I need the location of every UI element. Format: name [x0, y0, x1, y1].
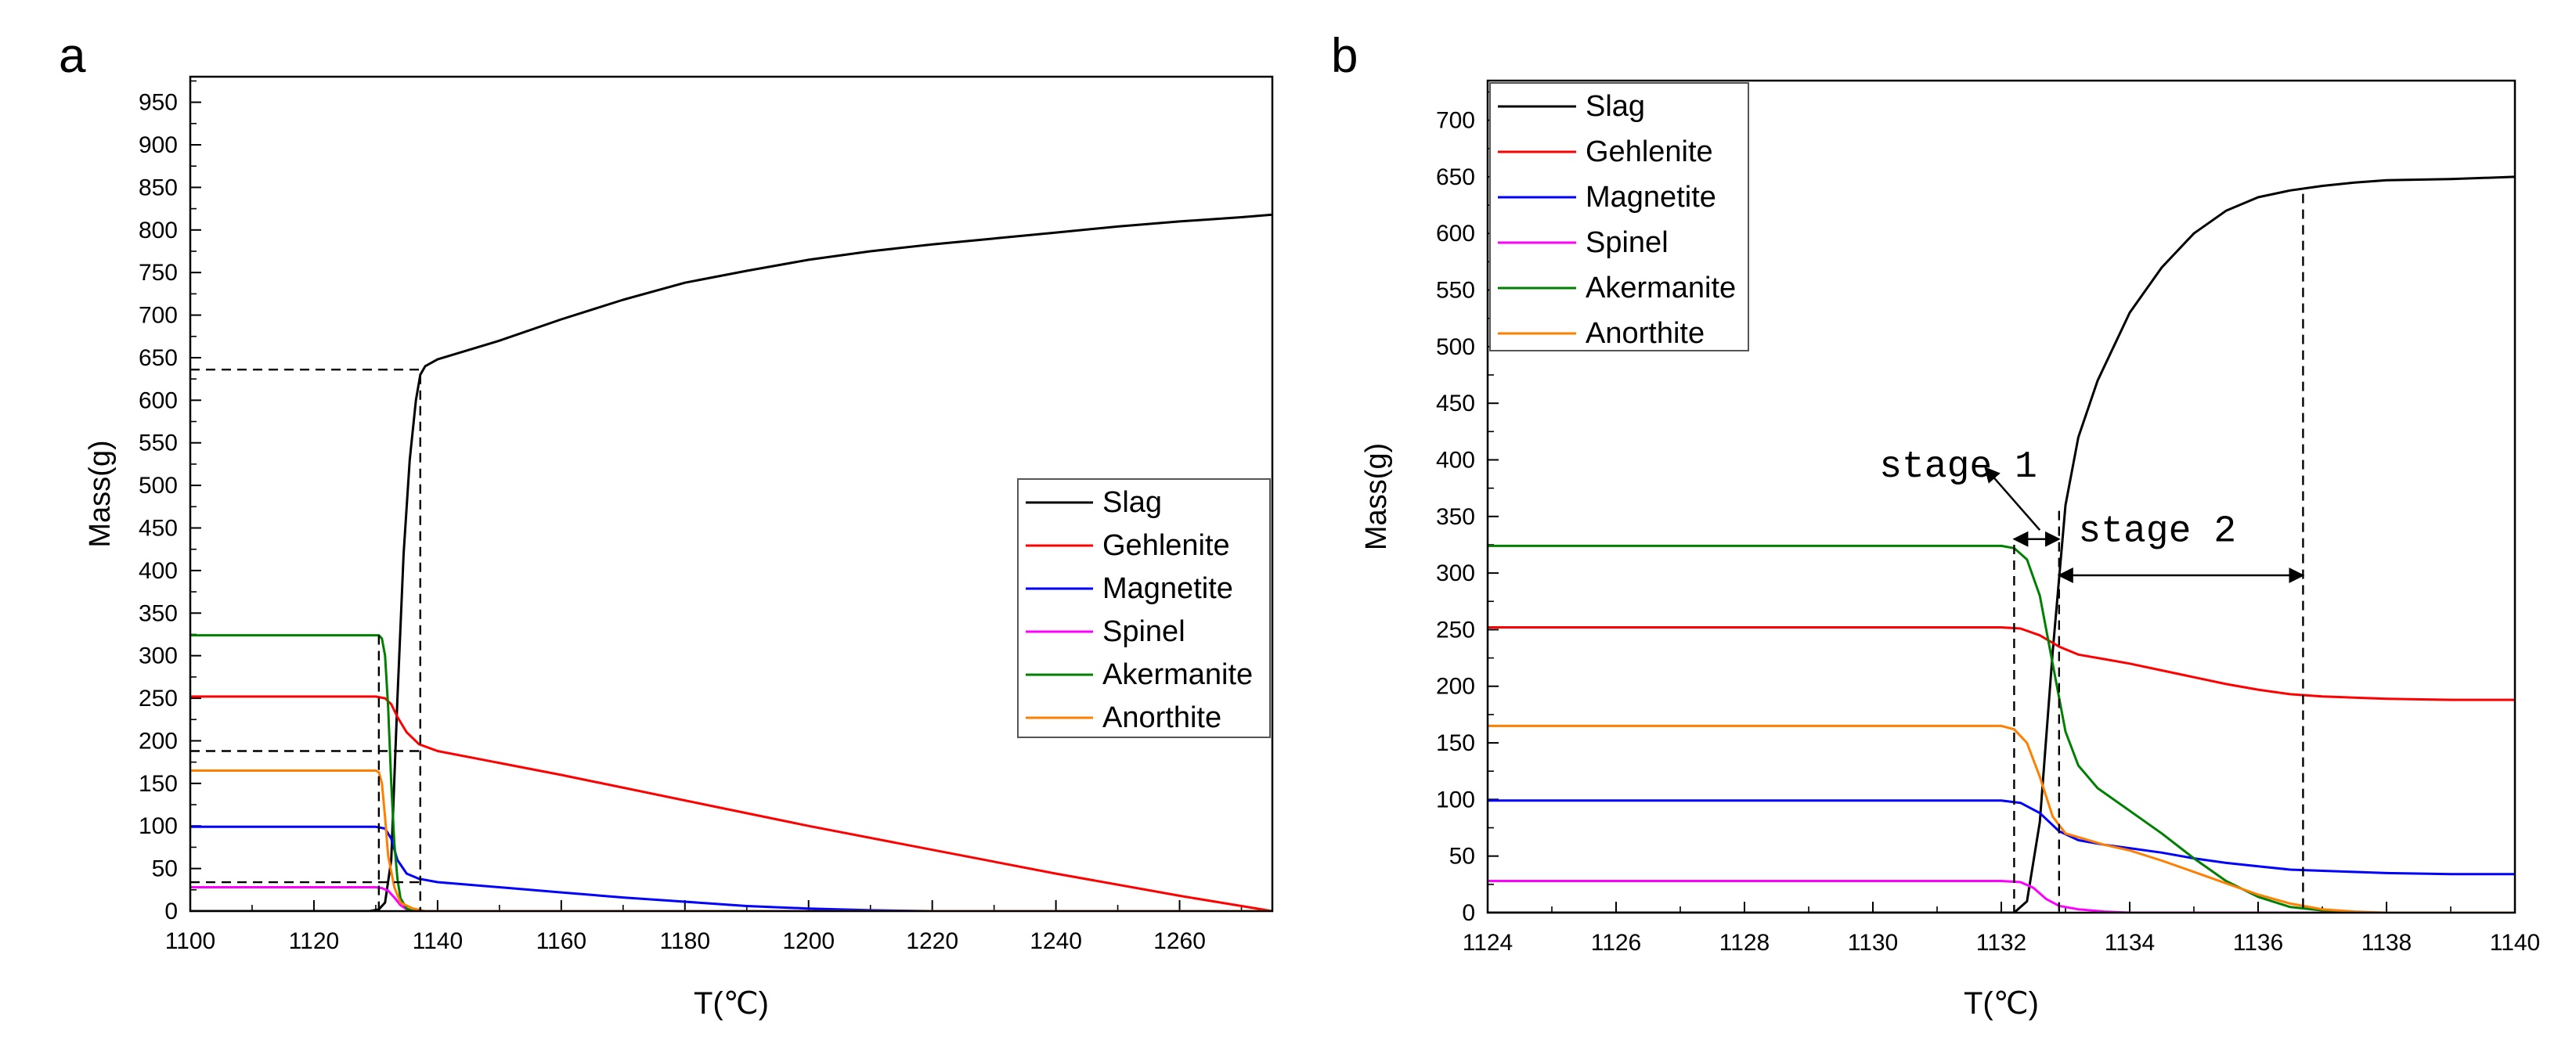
panel-b-stage1-pointer: [1984, 467, 2041, 531]
panel-b-series-slag: [1488, 175, 2515, 913]
panel-b-legend-label-anorthite: Anorthite: [1586, 317, 1705, 350]
panel-a-xtick-label: 1200: [782, 928, 835, 954]
panel-b-legend-label-slag: Slag: [1586, 90, 1645, 123]
panel-b-xtick-label: 1134: [2105, 930, 2156, 956]
panel-a-ytick-label: 450: [139, 516, 178, 542]
panel-a-series-spinel: [190, 886, 1272, 911]
panel-b-xtick-label: 1140: [2490, 930, 2541, 956]
panel-b-ytick-label: 700: [1436, 108, 1475, 134]
panel-a-ytick-label: 800: [139, 218, 178, 243]
panel-b-legend: Slag Gehlenite Magnetite Spinel Akermanite An…: [1489, 82, 1749, 351]
panel-a-legend-label-anorthite: Anorthite: [1102, 701, 1221, 734]
panel-a-series-magnetite: [190, 825, 1272, 911]
panel-a-xtick-label: 1100: [165, 928, 216, 954]
panel-a-ytick-label: 250: [139, 686, 178, 712]
panel-a-ytick-label: 900: [139, 132, 178, 158]
panel-b-plot-frame: [1486, 79, 2516, 914]
panel-a-chart: a 0 50 100 150 200 250 300 350 400 450 500 550 600 650…: [59, 29, 1274, 1021]
panel-b-series-akermanite: [1488, 544, 2515, 913]
panel-b-ytick-label: 450: [1436, 391, 1475, 416]
panel-b-series-magnetite: [1488, 799, 2515, 876]
panel-a-ytick-label: 850: [139, 175, 178, 200]
panel-b-xtick-label: 1138: [2361, 930, 2412, 956]
panel-a-legend-label-gehlenite: Gehlenite: [1102, 529, 1230, 562]
panel-a-legend-label-magnetite: Magnetite: [1102, 572, 1233, 605]
panel-b-ytick-label: 550: [1436, 278, 1475, 304]
panel-b-series-anorthite: [1488, 724, 2515, 913]
panel-b-ytick-label: 350: [1436, 504, 1475, 530]
panel-a-xtick-label: 1140: [413, 928, 464, 954]
panel-b-ytick-label: 600: [1436, 221, 1475, 247]
panel-a-x-axis-title: T(℃): [694, 986, 769, 1021]
panel-a-ytick-label: 750: [139, 260, 178, 286]
panel-a-series-group: [190, 213, 1272, 911]
panel-b-legend-label-spinel: Spinel: [1586, 226, 1669, 259]
panel-a-xtick-label: 1180: [660, 928, 711, 954]
panel-b-xtick-label: 1136: [2233, 930, 2284, 956]
panel-a-ytick-label: 350: [139, 600, 178, 626]
panel-b-legend-label-akermanite: Akermanite: [1586, 272, 1736, 304]
panel-a-ytick-label: 550: [139, 431, 178, 456]
panel-b-ytick-label: 200: [1436, 674, 1475, 700]
panel-b-ytick-label: 150: [1436, 730, 1475, 756]
panel-b-y-axis-title: Mass(g): [1360, 443, 1393, 550]
panel-b-label: b: [1331, 29, 1358, 83]
panel-b-stage1-label: stage 1: [1879, 446, 2037, 488]
panel-a-ytick-label: 650: [139, 345, 178, 371]
panel-b-legend-label-magnetite: Magnetite: [1586, 181, 1716, 214]
panel-a-legend-label-slag: Slag: [1102, 486, 1162, 519]
panel-a-ytick-label: 700: [139, 303, 178, 329]
panel-a-y-axis-title: Mass(g): [84, 440, 117, 547]
panel-a-series-slag: [190, 213, 1272, 911]
panel-a-ytick-label: 150: [139, 771, 178, 797]
panel-a-ytick-label: 50: [152, 856, 178, 882]
panel-a-ytick-label: 600: [139, 387, 178, 413]
panel-a-ytick-label: 0: [164, 899, 178, 924]
panel-a-series-anorthite: [190, 769, 1272, 911]
panel-a-ytick-label: 200: [139, 728, 178, 754]
panel-b-x-axis-title: T(℃): [1964, 986, 2039, 1021]
panel-b-xtick-label: 1128: [1719, 930, 1770, 956]
panel-a-legend: Slag Gehlenite Magnetite Spinel Akermanite An…: [1017, 478, 1271, 738]
panel-a-legend-label-spinel: Spinel: [1102, 615, 1185, 648]
panel-b-stage2-label: stage 2: [2078, 511, 2236, 553]
panel-a-legend-box: [1017, 478, 1271, 738]
panel-a-ytick-label: 100: [139, 813, 178, 839]
panel-a-ytick-label: 950: [139, 90, 178, 116]
panel-b-xtick-label: 1126: [1591, 930, 1642, 956]
panel-a-xtick-label: 1120: [289, 928, 340, 954]
panel-b-legend-label-gehlenite: Gehlenite: [1586, 135, 1713, 168]
panel-a-ytick-label: 400: [139, 558, 178, 584]
panel-a-xtick-label: 1260: [1153, 928, 1206, 954]
panel-b-ytick-label: 400: [1436, 447, 1475, 473]
panel-b-xtick-label: 1130: [1848, 930, 1899, 956]
panel-b-ytick-label: 250: [1436, 617, 1475, 643]
panel-b-series-gehlenite: [1488, 626, 2515, 701]
panel-a-ytick-label: 500: [139, 473, 178, 499]
panel-a-label: a: [59, 29, 86, 83]
panel-b-ytick-label: 650: [1436, 164, 1475, 190]
panel-a-xtick-label: 1160: [536, 928, 587, 954]
panel-a-xtick-label: 1220: [906, 928, 958, 954]
panel-b-legend-box: [1489, 82, 1749, 351]
panel-a-plot-frame: [189, 75, 1274, 913]
panel-b-ytick-label: 50: [1449, 844, 1475, 870]
panel-a-ytick-label: 300: [139, 643, 178, 669]
panel-b-xtick-label: 1132: [1976, 930, 2027, 956]
panel-b-ytick-label: 0: [1462, 900, 1475, 926]
panel-a-series-akermanite: [190, 634, 1272, 911]
panel-b-ytick-label: 500: [1436, 334, 1475, 360]
panel-b-ytick-label: 300: [1436, 560, 1475, 586]
panel-a-xtick-label: 1240: [1030, 928, 1082, 954]
panel-a-legend-label-akermanite: Akermanite: [1102, 658, 1253, 691]
panel-b-ytick-label: 100: [1436, 787, 1475, 812]
panel-b-chart: b 0 50 100 150 200 250 300 350 400 450 500 550 600 650…: [1331, 29, 2540, 1021]
panel-b-xtick-label: 1124: [1463, 930, 1513, 956]
